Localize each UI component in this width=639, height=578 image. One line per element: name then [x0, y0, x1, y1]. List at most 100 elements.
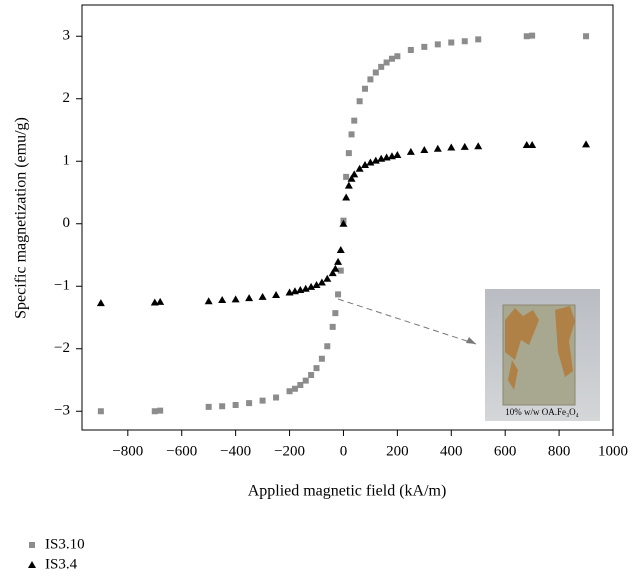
plot-frame: [81, 4, 614, 431]
point: [420, 146, 429, 153]
point: [286, 388, 293, 395]
x-tick-label: −200: [274, 443, 305, 459]
point: [388, 55, 395, 62]
point: [313, 365, 320, 372]
point: [150, 298, 159, 306]
point: [528, 141, 537, 148]
y-tick-label: 2: [63, 90, 71, 106]
point: [407, 47, 414, 53]
point: [258, 292, 267, 300]
x-tick-label: 600: [494, 443, 517, 459]
point: [273, 394, 280, 401]
point: [308, 372, 315, 378]
point: [434, 41, 441, 48]
inset-caption: 10% w/w OA.Fe₃O₄: [505, 407, 579, 417]
point: [378, 63, 385, 70]
y-tick-label: 0: [63, 215, 71, 231]
point: [336, 246, 345, 253]
point: [522, 141, 531, 148]
point: [433, 144, 442, 152]
legend-label: IS3.4: [45, 556, 78, 572]
x-tick-label: 0: [340, 443, 348, 459]
point: [337, 267, 344, 274]
point: [361, 161, 370, 168]
point: [583, 33, 590, 40]
point: [356, 98, 363, 105]
point: [331, 264, 340, 272]
point: [351, 117, 358, 124]
y-tick-label: −3: [54, 403, 70, 419]
point: [367, 76, 374, 83]
point: [302, 377, 309, 384]
arrow-head: [466, 337, 476, 344]
point: [231, 295, 240, 303]
x-tick-label: −400: [220, 443, 251, 459]
point: [332, 310, 339, 317]
point: [204, 297, 213, 305]
point: [475, 36, 482, 43]
point: [323, 274, 332, 282]
point: [383, 59, 390, 66]
point: [334, 257, 343, 265]
legend-marker: [28, 561, 36, 568]
x-tick-label: 400: [440, 443, 463, 459]
x-tick-label: 200: [386, 443, 409, 459]
point: [474, 142, 483, 150]
point: [339, 219, 348, 227]
point: [335, 291, 342, 298]
point: [307, 282, 316, 290]
x-axis-label: Applied magnetic field (kA/m): [248, 483, 447, 500]
y-tick-label: 3: [63, 28, 71, 44]
point: [219, 403, 226, 410]
point: [350, 170, 359, 178]
point: [345, 150, 352, 157]
point: [328, 269, 337, 277]
x-tick-label: −800: [112, 443, 143, 459]
arrow: [337, 298, 477, 345]
point: [343, 173, 350, 180]
x-tick-label: 1000: [598, 443, 628, 459]
point: [342, 193, 351, 201]
y-axis-label: Specific magnetization (emu/g): [13, 117, 30, 319]
point: [366, 158, 375, 166]
point: [232, 402, 239, 408]
point: [259, 397, 266, 404]
point: [371, 156, 380, 164]
point: [205, 403, 212, 410]
point: [406, 147, 415, 155]
legend-label: IS3.10: [45, 536, 85, 552]
point: [301, 284, 310, 292]
y-tick-label: −1: [54, 278, 70, 294]
x-tick-label: −600: [166, 443, 197, 459]
point: [291, 385, 298, 392]
point: [421, 43, 428, 50]
point: [448, 39, 455, 46]
y-tick-label: 1: [63, 153, 71, 169]
y-tick-label: −2: [54, 340, 70, 356]
point: [218, 296, 227, 303]
point: [317, 278, 326, 286]
legend-marker: [29, 542, 35, 548]
point: [324, 343, 331, 350]
point: [582, 140, 591, 148]
x-tick-label: 800: [548, 443, 571, 459]
point: [156, 297, 165, 305]
inset-photo: 10% w/w OA.Fe₃O₄: [485, 289, 600, 421]
point: [272, 291, 281, 298]
point: [97, 408, 104, 415]
point: [245, 294, 254, 302]
point: [362, 85, 369, 92]
point: [157, 407, 164, 414]
point: [329, 323, 336, 330]
point: [529, 32, 536, 39]
point: [151, 408, 158, 415]
point: [447, 143, 456, 151]
point: [347, 174, 356, 182]
point: [460, 142, 469, 150]
point: [348, 131, 355, 138]
point: [355, 164, 364, 172]
point: [318, 355, 325, 362]
point: [523, 33, 530, 40]
point: [96, 299, 105, 307]
point: [394, 53, 401, 60]
